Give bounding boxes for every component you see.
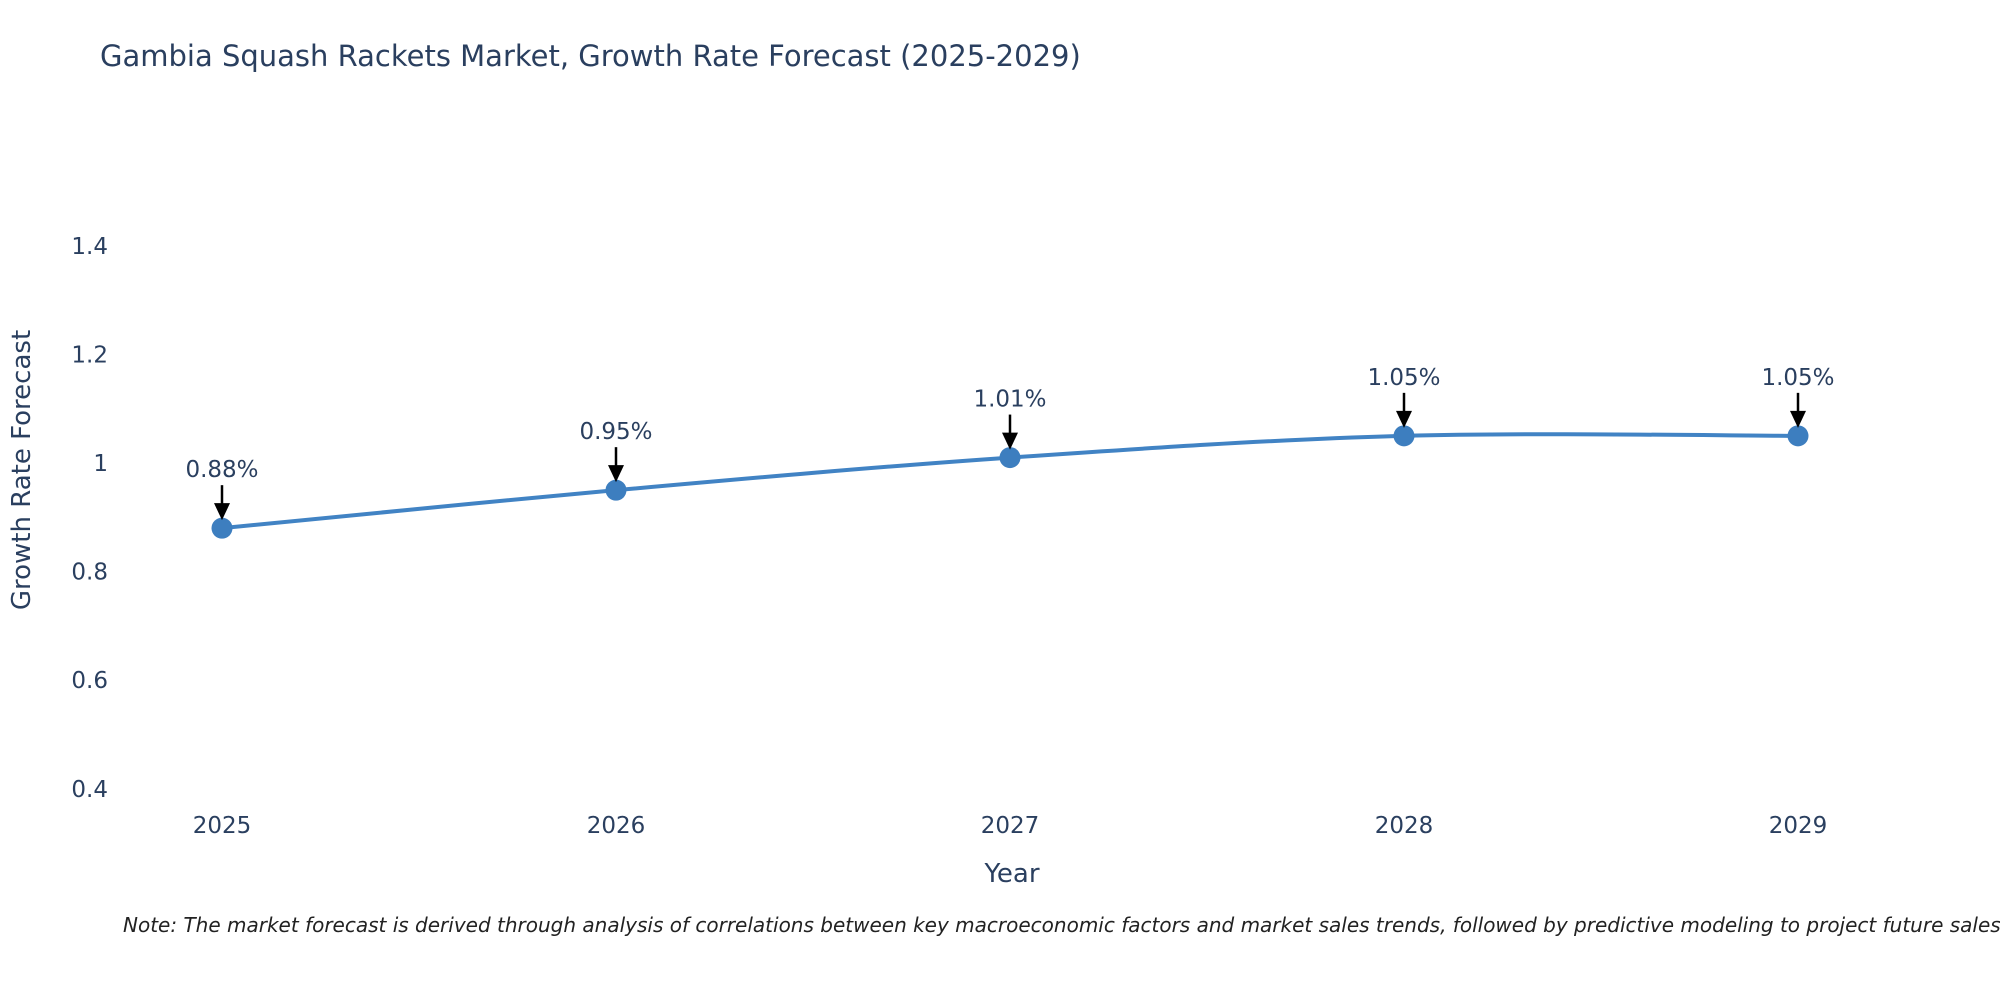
data-point-marker[interactable] (1787, 425, 1809, 447)
annotation-arrowhead-icon (214, 503, 230, 521)
x-axis-title: Year (983, 859, 1039, 889)
x-tick-label: 2027 (981, 813, 1040, 839)
y-tick-label: 0.6 (71, 668, 108, 694)
data-point-marker[interactable] (1393, 425, 1415, 447)
data-point-marker[interactable] (211, 517, 233, 539)
point-value-label: 0.95% (579, 419, 652, 445)
chart-title: Gambia Squash Rackets Market, Growth Rat… (100, 39, 1081, 73)
y-tick-label: 1.4 (71, 234, 108, 260)
data-point-marker[interactable] (999, 447, 1021, 469)
annotation-arrowhead-icon (1790, 410, 1806, 428)
annotation-arrowhead-icon (608, 465, 624, 483)
y-tick-label: 0.8 (71, 560, 108, 586)
point-annotations: 0.88% 0.95% 1.01% 1.05% 1.05% (185, 365, 1835, 521)
point-value-label: 1.01% (973, 387, 1046, 413)
x-tick-label: 2029 (1769, 813, 1828, 839)
x-tick-label: 2028 (1375, 813, 1434, 839)
point-value-label: 0.88% (185, 457, 258, 483)
x-tick-label: 2025 (193, 813, 252, 839)
data-point-marker[interactable] (605, 479, 627, 501)
annotation-arrowhead-icon (1396, 410, 1412, 428)
x-axis-tick-labels: 2025 2026 2027 2028 2029 (193, 813, 1828, 839)
y-tick-label: 0.4 (71, 777, 108, 803)
y-axis-tick-labels: 0.4 0.6 0.8 1 1.2 1.4 (71, 234, 108, 803)
line-series (211, 425, 1809, 539)
y-tick-label: 1 (93, 451, 108, 477)
point-value-label: 1.05% (1367, 365, 1440, 391)
y-tick-label: 1.2 (71, 342, 108, 368)
y-axis-title: Growth Rate Forecast (7, 330, 37, 610)
x-tick-label: 2026 (587, 813, 646, 839)
footnote: Note: The market forecast is derived thr… (123, 913, 2000, 937)
point-value-label: 1.05% (1761, 365, 1834, 391)
annotation-arrowhead-icon (1002, 432, 1018, 450)
